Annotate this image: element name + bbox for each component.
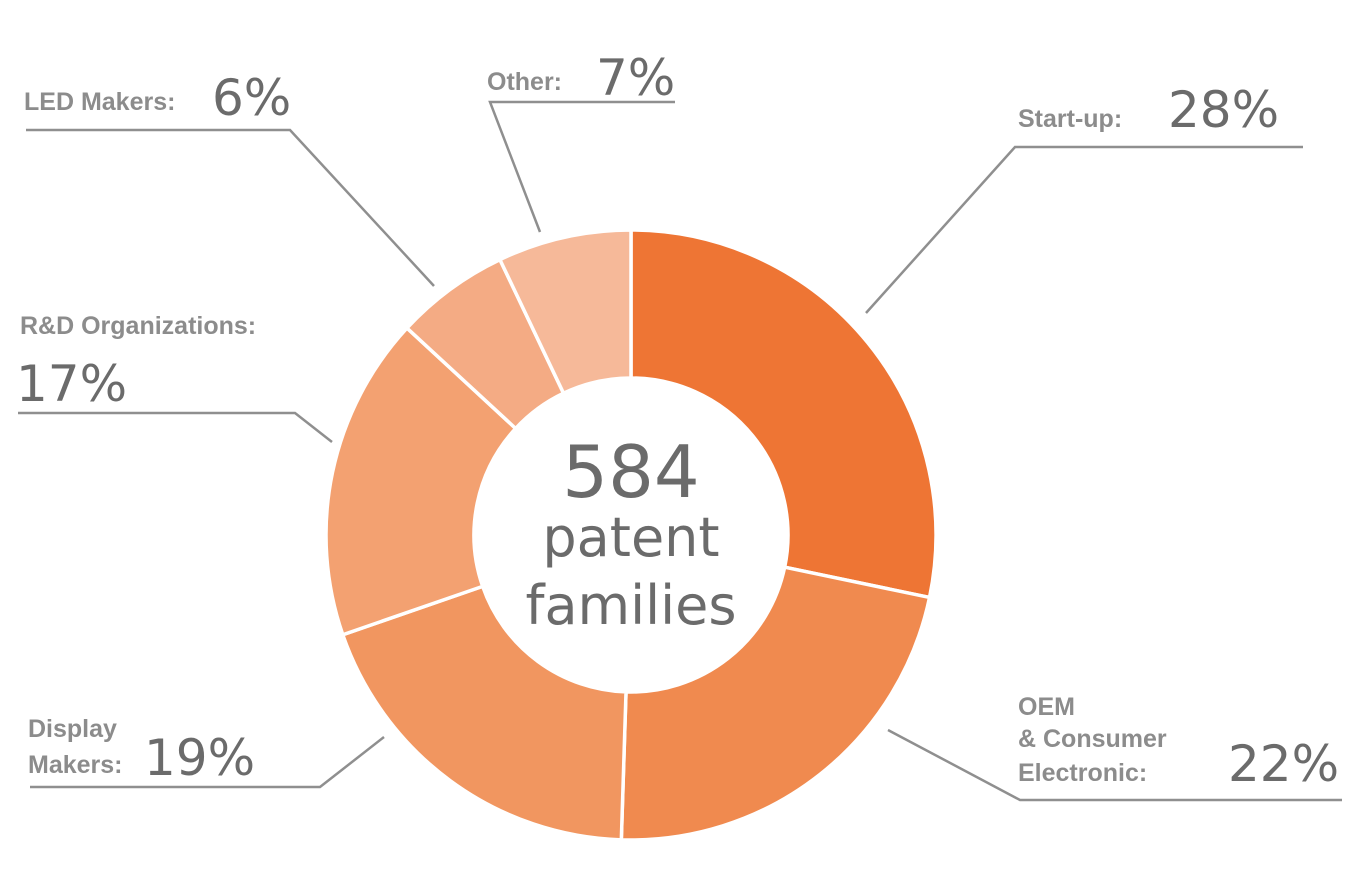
leader-other [488,100,675,233]
slice-display-makers [340,584,628,842]
leader-lines [18,100,1342,802]
label-rd-organizations: R&D Organizations: [20,312,256,340]
slice-oem-consumer-electronic [619,565,932,842]
percent-oem: 22% [1228,735,1339,793]
leader-led-makers [26,128,435,287]
percent-led-makers: 6% [212,69,291,127]
slice-start-up [629,228,938,600]
slice-other [497,228,633,396]
center-total-number: 584 [562,430,699,514]
leader-oem [887,728,1342,802]
leader-rd-organizations [18,411,333,443]
leader-start-up [865,145,1303,314]
label-other: Other: [487,68,562,96]
label-display-line-1: Display [28,715,117,743]
label-led-makers: LED Makers: [24,88,175,116]
label-oem-line-1: OEM [1018,693,1075,721]
percent-display-makers: 19% [144,729,255,787]
slice-r-d-organizations [324,325,519,637]
center-label-line-2: families [525,574,736,637]
label-oem-line-3: Electronic: [1018,759,1147,787]
center-label-line-1: patent [542,506,719,569]
percent-start-up: 28% [1168,81,1279,139]
percent-rd-organizations: 17% [16,355,127,413]
label-display-line-2: Makers: [28,751,123,779]
label-start-up: Start-up: [1018,105,1122,133]
percent-other: 7% [596,49,675,107]
leader-display-makers [30,736,385,789]
label-oem-line-2: & Consumer [1018,725,1167,753]
donut-slices [324,228,938,842]
